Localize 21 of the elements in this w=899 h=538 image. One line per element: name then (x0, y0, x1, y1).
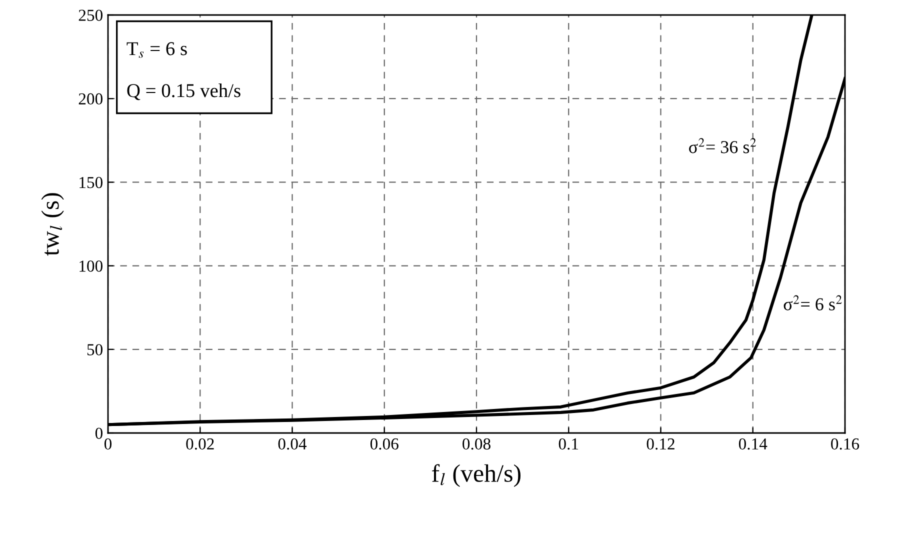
x-tick-label: 0.04 (278, 438, 307, 450)
annotation: Q = 0.15 veh/s (127, 84, 240, 100)
x-tick-label: 0.16 (831, 438, 860, 450)
x-tick-label: 0.02 (186, 438, 214, 450)
x-tick-label: 0.14 (738, 438, 768, 450)
annotation: σ$^{2}$= 6 s$^{2}$ (784, 295, 842, 310)
x-tick-label: 0.08 (462, 438, 490, 450)
y-tick-label: 100 (80, 260, 103, 272)
y-axis-title: tw$_{l}$ (s) (41, 193, 64, 256)
y-tick-label: 50 (87, 344, 103, 356)
x-axis-title: f$_{l}$ (veh/s) (432, 464, 520, 488)
annotation: σ$^{2}$= 36 s$^{2}$ (689, 138, 756, 154)
x-tick-label: 0.1 (558, 438, 578, 450)
x-tick-label: 0.06 (370, 438, 398, 450)
y-tick-label: 250 (78, 10, 103, 21)
y-tick-label: 200 (78, 93, 103, 105)
y-tick-label: 0 (95, 428, 103, 439)
x-tick-label: 0.12 (646, 438, 674, 450)
x-tick-label: 0 (104, 438, 112, 450)
y-tick-label: 150 (80, 176, 103, 188)
annotation: T$_{s}$ = 6 s (126, 42, 187, 58)
